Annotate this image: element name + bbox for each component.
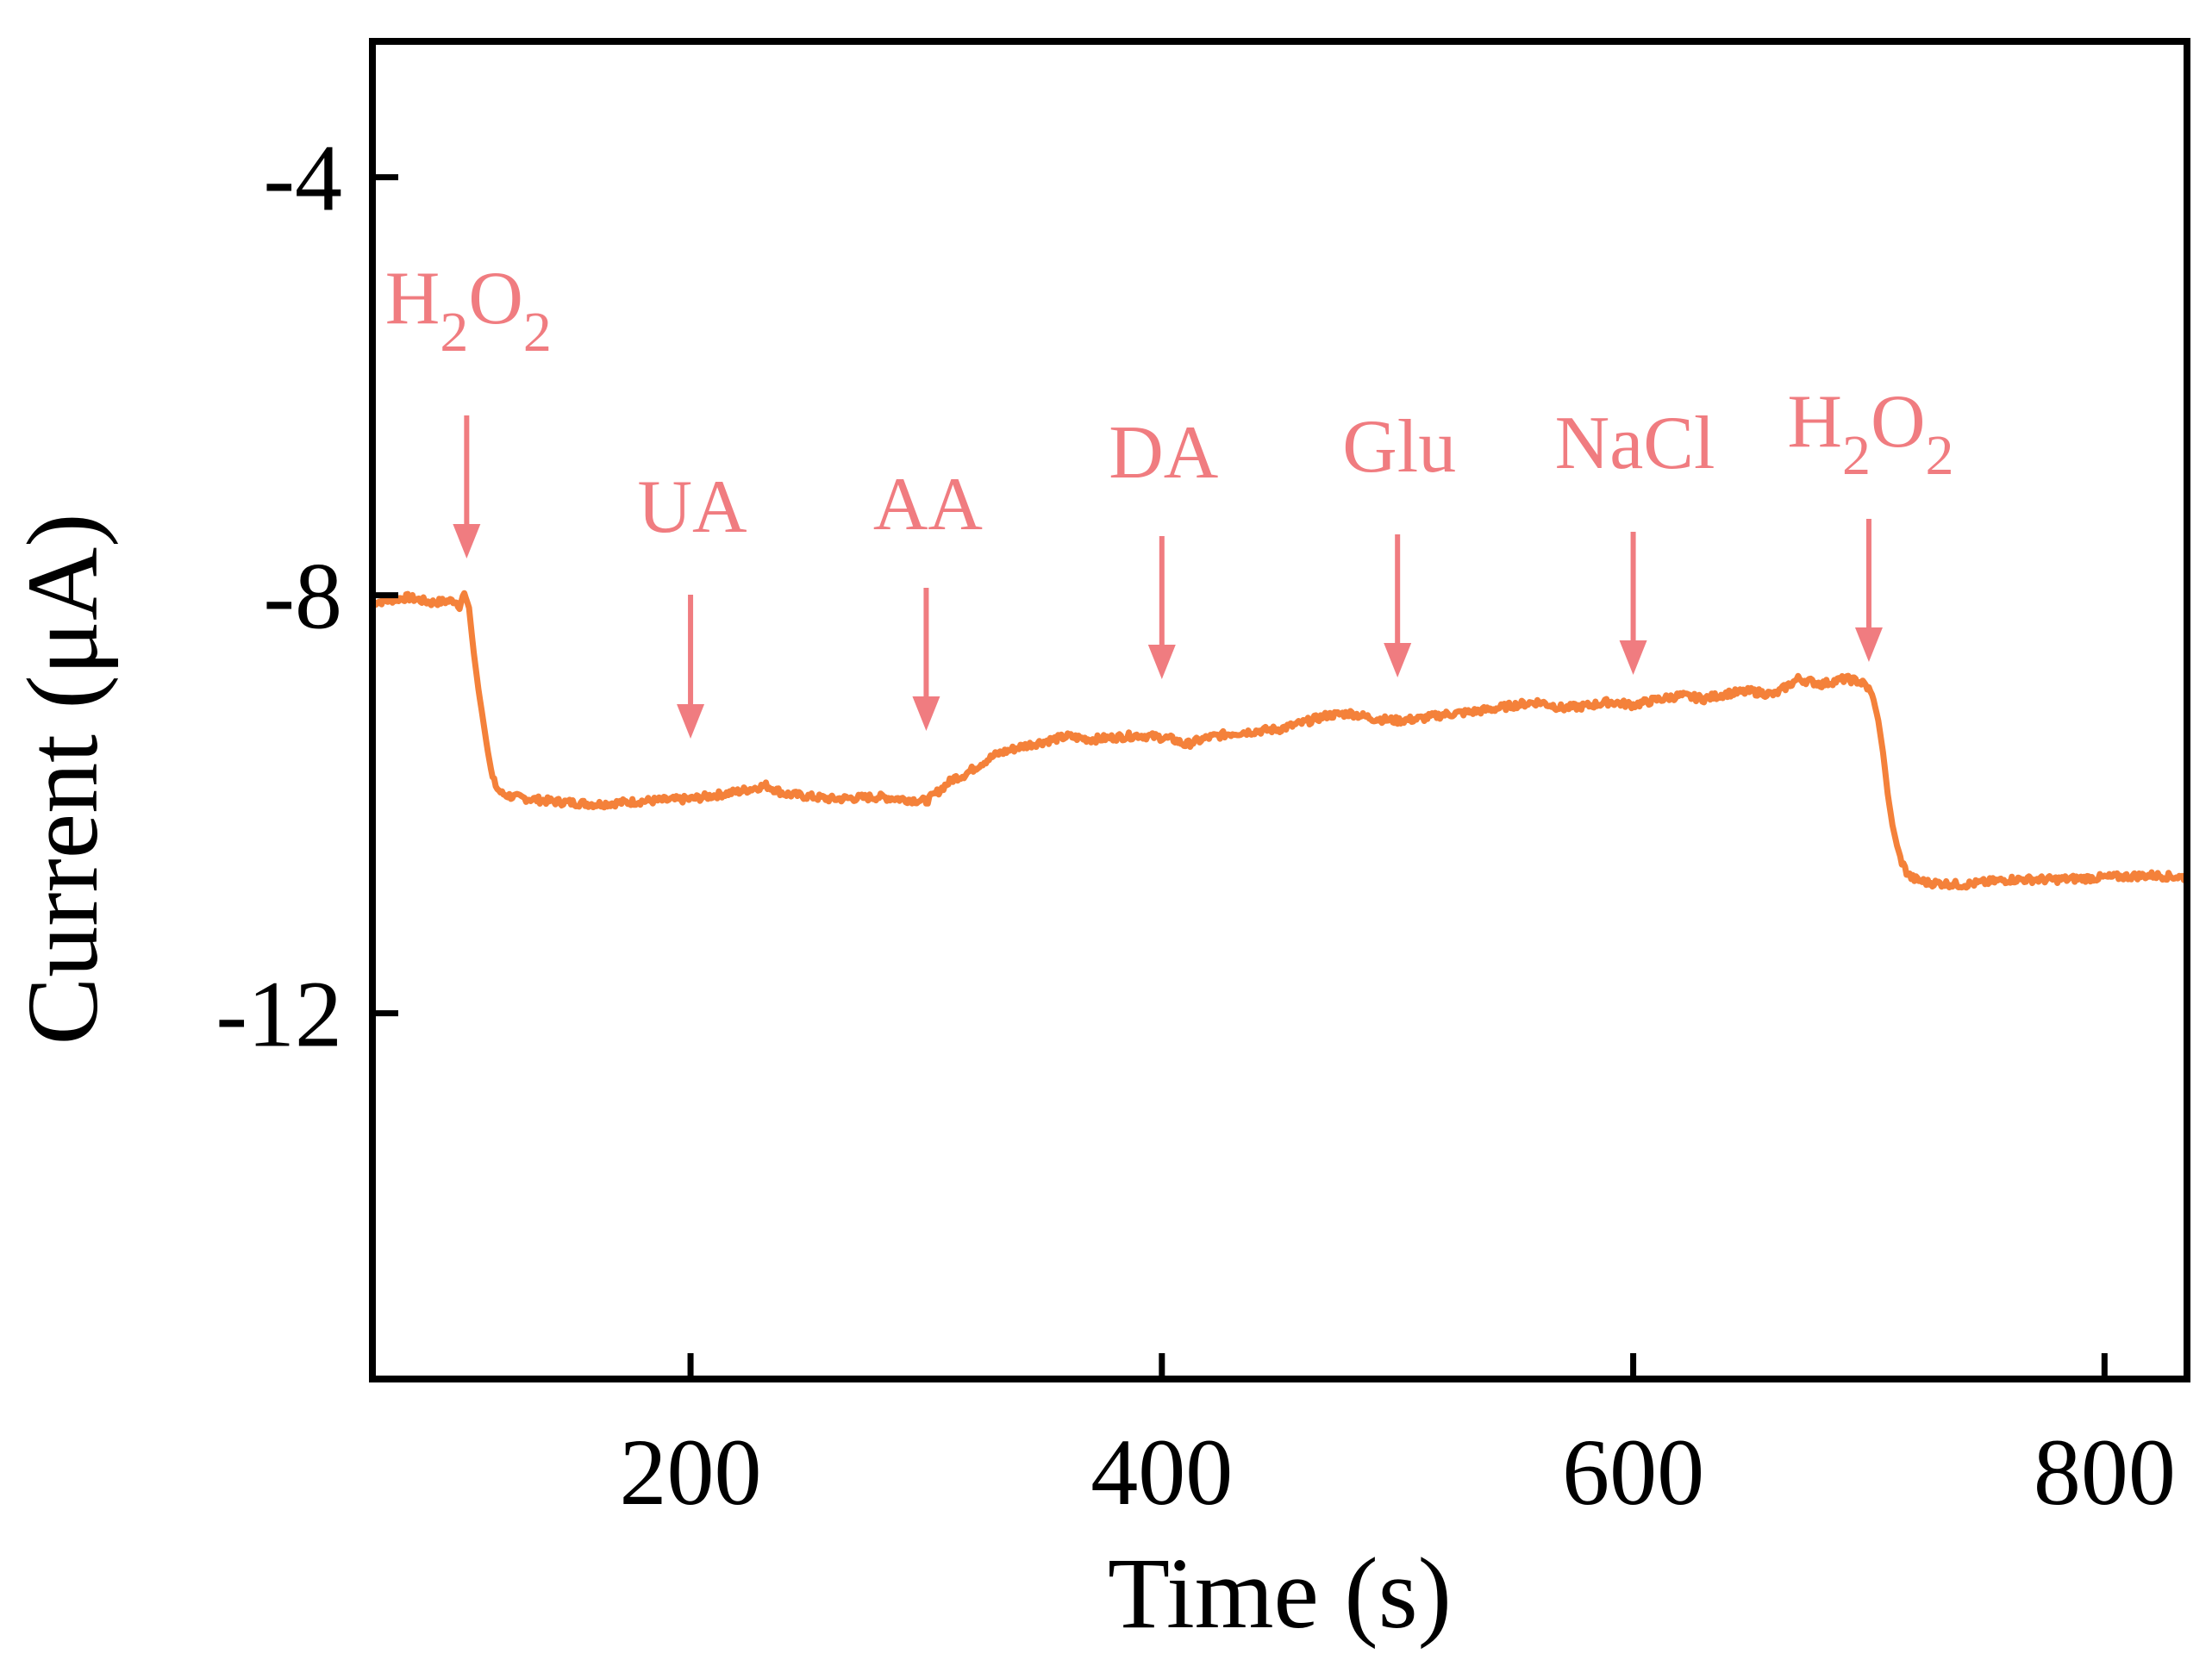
x-axis-title: Time (s) — [1108, 1537, 1452, 1650]
annotation-label: H2O2 — [385, 257, 552, 364]
x-tick-label: 800 — [2034, 1420, 2176, 1525]
annotation-arrow-head — [1384, 643, 1412, 677]
annotation-label-part: H — [385, 257, 441, 340]
series-line — [369, 590, 2190, 891]
annotation-ua: UA — [638, 465, 747, 739]
annotation-arrow-head — [912, 696, 940, 731]
annotation-h2o2-second: H2O2 — [1787, 380, 1954, 662]
annotation-da: DA — [1109, 411, 1218, 679]
x-tick-label: 600 — [1562, 1420, 1704, 1525]
annotation-label: AA — [873, 463, 983, 546]
annotation-nacl: NaCl — [1555, 402, 1715, 675]
annotation-label-subscript: 2 — [1842, 424, 1871, 487]
annotation-arrow-head — [677, 704, 705, 739]
annotation-label-subscript: 2 — [1926, 424, 1954, 487]
annotation-label-subscript: 2 — [523, 301, 552, 364]
x-tick-label: 200 — [620, 1420, 762, 1525]
annotation-glu: Glu — [1342, 405, 1456, 677]
annotation-arrow-head — [453, 524, 481, 559]
annotation-aa: AA — [873, 463, 983, 731]
annotation-arrow-head — [1147, 645, 1176, 679]
annotation-label: UA — [638, 465, 747, 549]
annotation-arrow-head — [1619, 640, 1647, 675]
annotation-label-subscript: 2 — [440, 301, 468, 364]
series-layer — [369, 590, 2190, 891]
x-tick-label: 400 — [1090, 1420, 1233, 1525]
annotation-label: DA — [1109, 411, 1218, 495]
annotation-label: H2O2 — [1787, 380, 1953, 487]
annotation-label-part: O — [468, 257, 523, 340]
annotation-label: Glu — [1342, 405, 1456, 489]
annotation-label-part: O — [1871, 380, 1926, 464]
annotation-arrow-head — [1854, 627, 1883, 662]
y-tick-label: -8 — [263, 544, 342, 649]
y-axis-title: Current (μA) — [6, 513, 119, 1045]
annotation-label-part: H — [1787, 380, 1842, 464]
y-tick-label: -4 — [263, 126, 342, 231]
y-tick-label: -12 — [216, 962, 342, 1067]
ticks-layer: 200 400 600 800 -4 -8 -12 — [216, 126, 2175, 1525]
annotation-label: NaCl — [1555, 402, 1715, 485]
plot-frame — [369, 38, 2190, 1382]
annotation-h2o2-first: H2O2 — [385, 257, 552, 559]
